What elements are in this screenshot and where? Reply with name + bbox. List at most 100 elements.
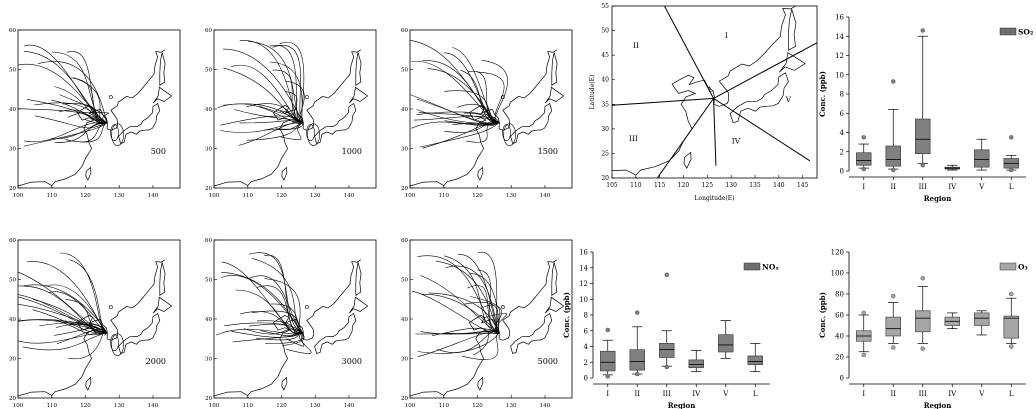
x-tick-label: 100 [13, 403, 24, 409]
x-tick-label: 140 [148, 193, 159, 199]
trajectory-panel: 100 110 120 130 140 20 30 40 50 60 2000 [9, 238, 181, 409]
x-tick-label: 140 [344, 193, 355, 199]
outlier-point [891, 167, 896, 173]
trajectory [482, 304, 501, 333]
y-tick-label: 80 [835, 291, 844, 299]
island-coast [159, 262, 166, 296]
sector-boundary [612, 97, 714, 106]
y-tick-label: 40 [401, 107, 408, 113]
x-tick-label: I [862, 390, 865, 398]
trajectory [419, 122, 500, 148]
x-tick-label: V [978, 183, 985, 191]
outlier-point [664, 272, 669, 278]
map-frame [17, 239, 181, 399]
island-coast [729, 72, 789, 123]
y-axis-label: Conc. (ppb) [562, 292, 571, 338]
outlier-point [920, 28, 925, 33]
y-tick-label: 20 [835, 354, 844, 362]
y-tick-label: 40 [9, 107, 16, 113]
region-label: I [725, 31, 728, 40]
x-tick-label: 105 [606, 182, 618, 189]
x-tick-label: 100 [405, 403, 416, 409]
y-tick-label: 6 [840, 110, 845, 118]
altitude-label: 2000 [146, 357, 166, 366]
coastline [410, 259, 565, 398]
y-tick-label: 20 [401, 396, 408, 402]
box-III [915, 28, 931, 168]
trajectory [264, 122, 303, 131]
box-L [1003, 291, 1019, 349]
trajectory [417, 332, 500, 354]
trajectory [64, 122, 107, 143]
legend-swatch [999, 262, 1017, 271]
legend-swatch [999, 27, 1017, 36]
y-tick-label: 25 [601, 150, 609, 157]
box-L [1003, 135, 1019, 173]
trajectory [71, 77, 107, 124]
trajectory [252, 258, 303, 334]
x-tick-label: 110 [243, 193, 254, 199]
y-tick-label: 6 [584, 327, 589, 335]
island-coast [510, 102, 553, 144]
x-tick-label: 100 [209, 193, 220, 199]
trajectory [461, 332, 499, 360]
trajectory-panel: 100 110 120 130 140 20 30 40 50 60 500 [9, 28, 181, 199]
legend-swatch [743, 262, 761, 271]
altitude-label: 1500 [538, 147, 558, 156]
trajectory-lines [217, 40, 320, 146]
x-tick-label: 130 [506, 193, 517, 199]
y-tick-label: 30 [601, 126, 609, 133]
station-marker [500, 305, 505, 310]
y-tick-label: 40 [205, 107, 212, 113]
y-tick-label: 50 [401, 278, 408, 284]
station-marker [108, 95, 113, 100]
trajectory-lines [410, 40, 516, 149]
y-tick-label: 40 [9, 317, 16, 323]
x-tick-label: 130 [506, 403, 517, 409]
trajectory [239, 40, 303, 124]
box [974, 312, 990, 326]
y-tick-label: 30 [9, 147, 16, 153]
island-coast [355, 52, 362, 86]
trajectory [270, 303, 303, 334]
trajectory [427, 68, 500, 124]
trajectory [279, 110, 303, 124]
x-axis-label: Region [924, 401, 952, 409]
y-tick-label: 50 [9, 68, 16, 74]
trajectory [69, 259, 107, 334]
box-V [974, 310, 990, 336]
x-tick-label: III [663, 390, 672, 398]
trajectory [18, 63, 107, 124]
coastline [214, 259, 369, 398]
trajectory [54, 122, 107, 144]
box-L [747, 343, 763, 373]
x-tick-label: 100 [209, 403, 220, 409]
y-tick-label: 20 [9, 186, 16, 192]
x-axis-label: Longitude(E) [695, 195, 735, 202]
x-axis-label: Region [924, 194, 952, 203]
coastline [410, 49, 565, 188]
box [629, 349, 645, 371]
outlier-point [861, 166, 866, 172]
y-tick-label: 20 [205, 396, 212, 402]
region-label: IV [732, 137, 741, 146]
island-coast [153, 86, 173, 104]
trajectory [232, 332, 303, 343]
y-tick-label: 8 [584, 312, 588, 320]
island-coast [355, 262, 362, 296]
y-tick-label: 50 [205, 278, 212, 284]
map-frame [409, 29, 573, 189]
outlier-point [891, 293, 896, 299]
region-label: III [629, 134, 638, 143]
outlier-point [605, 327, 610, 333]
x-tick-label: 125 [702, 182, 714, 189]
y-tick-label: 60 [205, 238, 212, 244]
x-tick-label: V [722, 390, 729, 398]
y-tick-label: 30 [401, 147, 408, 153]
box [915, 118, 931, 154]
box-IV [944, 164, 960, 171]
y-tick-label: 10 [579, 296, 588, 304]
trajectory [411, 121, 499, 129]
trajectory [18, 296, 107, 334]
